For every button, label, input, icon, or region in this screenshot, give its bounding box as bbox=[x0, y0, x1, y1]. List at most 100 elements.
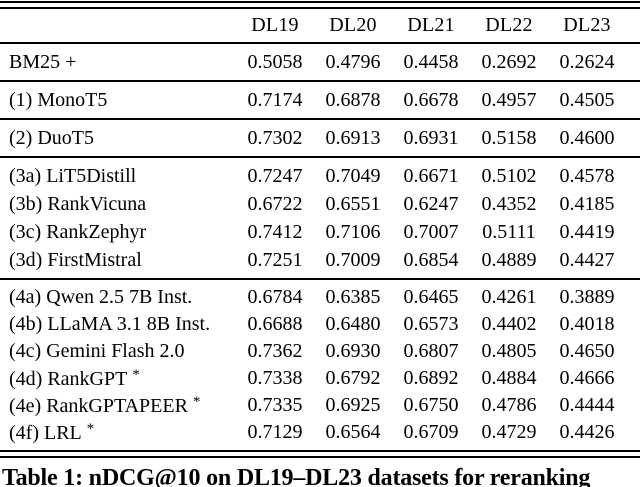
metric-value: 0.4650 bbox=[559, 340, 615, 362]
metric-value: 0.6930 bbox=[325, 340, 381, 362]
metric-value: 0.7174 bbox=[247, 88, 303, 111]
metric-value: 0.2624 bbox=[559, 50, 615, 73]
metric-value: 0.6688 bbox=[247, 313, 303, 335]
table-group: (2) DuoT5 0.7302 0.6913 0.6931 0.5158 0.4600 bbox=[0, 120, 640, 158]
metric-value: 0.6480 bbox=[325, 313, 381, 335]
column-header: DL21 bbox=[407, 14, 455, 36]
method-label: (3d) FirstMistral bbox=[9, 248, 142, 271]
metric-value: 0.4444 bbox=[559, 394, 615, 416]
table-row: (4c) Gemini Flash 2.0 0.7362 0.6930 0.6807 0… bbox=[0, 338, 640, 365]
table-row: (4d) RankGPT * 0.7338 0.6792 0.6892 0.4884 0.4… bbox=[0, 365, 640, 392]
metric-value: 0.4419 bbox=[559, 220, 615, 243]
method-label: (4b) LLaMA 3.1 8B Inst. bbox=[9, 313, 211, 335]
metric-value: 0.4402 bbox=[481, 313, 537, 335]
metric-value: 0.2692 bbox=[481, 50, 537, 73]
metric-value: 0.6709 bbox=[403, 421, 459, 443]
metric-value: 0.4426 bbox=[559, 421, 615, 443]
metric-value: 0.6792 bbox=[325, 367, 381, 389]
metric-value: 0.4786 bbox=[481, 394, 537, 416]
method-label-cell: (4b) LLaMA 3.1 8B Inst. bbox=[0, 313, 236, 336]
metric-value: 0.4666 bbox=[559, 367, 615, 389]
metric-value: 0.4957 bbox=[481, 88, 537, 111]
metric-value: 0.7362 bbox=[247, 340, 303, 362]
metric-value: 0.7412 bbox=[247, 220, 303, 243]
column-header: DL20 bbox=[329, 14, 377, 36]
metric-value: 0.6247 bbox=[403, 192, 459, 215]
metric-value: 0.6385 bbox=[325, 286, 381, 308]
metric-value: 0.4889 bbox=[481, 248, 537, 271]
table-caption: Table 1: nDCG@10 on DL19–DL23 datasets f… bbox=[2, 465, 591, 487]
metric-value: 0.7338 bbox=[247, 367, 303, 389]
table-group: (1) MonoT5 0.7174 0.6878 0.6678 0.4957 0.4505 bbox=[0, 82, 640, 120]
table-row: (3c) RankZephyr 0.7412 0.7106 0.7007 0.5111 0… bbox=[0, 218, 640, 246]
method-label-cell: (4f) LRL * bbox=[0, 421, 236, 445]
table-row: (3a) LiT5Distill 0.7247 0.7049 0.6671 0.5102… bbox=[0, 162, 640, 190]
table-row: (4e) RankGPTAPEER * 0.7335 0.6925 0.6750 0.47… bbox=[0, 392, 640, 419]
metric-value: 0.6913 bbox=[325, 126, 381, 149]
table-row: (4f) LRL * 0.7129 0.6564 0.6709 0.4729 0.4426 bbox=[0, 419, 640, 446]
table-row: (3d) FirstMistral 0.7251 0.7009 0.6854 0.488… bbox=[0, 246, 640, 274]
method-label-cell: (1) MonoT5 bbox=[0, 89, 236, 112]
method-label: (3c) RankZephyr bbox=[9, 220, 147, 243]
table-body: BM25 + 0.5058 0.4796 0.4458 0.2692 0.2624 (1) … bbox=[0, 44, 640, 450]
metric-value: 0.7009 bbox=[325, 248, 381, 271]
metric-value: 0.7251 bbox=[247, 248, 303, 271]
metric-value: 0.6671 bbox=[403, 164, 459, 187]
metric-value: 0.5102 bbox=[481, 164, 537, 187]
superscript-asterisk-marker: * bbox=[132, 366, 140, 383]
metric-value: 0.7007 bbox=[403, 220, 459, 243]
metric-value: 0.4578 bbox=[559, 164, 615, 187]
superscript-asterisk-marker: * bbox=[192, 393, 201, 410]
method-label-cell: (3a) LiT5Distill bbox=[0, 165, 236, 188]
metric-value: 0.4458 bbox=[403, 50, 459, 73]
method-label: (4c) Gemini Flash 2.0 bbox=[9, 340, 185, 362]
method-label: (3a) LiT5Distill bbox=[9, 164, 137, 187]
table-row: (3b) RankVicuna 0.6722 0.6551 0.6247 0.4352 0… bbox=[0, 190, 640, 218]
metric-value: 0.6551 bbox=[325, 192, 381, 215]
metric-value: 0.7302 bbox=[247, 126, 303, 149]
method-label: (3b) RankVicuna bbox=[9, 192, 147, 215]
metric-value: 0.7049 bbox=[325, 164, 381, 187]
metric-value: 0.4505 bbox=[559, 88, 615, 111]
method-label: BM25 + bbox=[9, 50, 77, 73]
metric-value: 0.6892 bbox=[403, 367, 459, 389]
metric-value: 0.4600 bbox=[559, 126, 615, 149]
method-label: (4e) RankGPTAPEER bbox=[9, 394, 188, 417]
method-label: (4d) RankGPT bbox=[9, 367, 128, 390]
method-label-cell: (4c) Gemini Flash 2.0 bbox=[0, 340, 236, 363]
metric-value: 0.4352 bbox=[481, 192, 537, 215]
metric-value: 0.5058 bbox=[247, 50, 303, 73]
metric-value: 0.6878 bbox=[325, 88, 381, 111]
table-row: (4b) LLaMA 3.1 8B Inst. 0.6688 0.6480 0.657… bbox=[0, 311, 640, 338]
table-row: (4a) Qwen 2.5 7B Inst. 0.6784 0.6385 0.6465… bbox=[0, 284, 640, 311]
table-group: (4a) Qwen 2.5 7B Inst. 0.6784 0.6385 0.6465… bbox=[0, 280, 640, 450]
metric-value: 0.6925 bbox=[325, 394, 381, 416]
metric-value: 0.6573 bbox=[403, 313, 459, 335]
metric-value: 0.5158 bbox=[481, 126, 537, 149]
method-label-cell: (3b) RankVicuna bbox=[0, 193, 236, 216]
metric-value: 0.7129 bbox=[247, 421, 303, 443]
method-label-cell: (3d) FirstMistral bbox=[0, 249, 236, 272]
method-label-cell: (4e) RankGPTAPEER * bbox=[0, 394, 236, 418]
method-label-cell: (4a) Qwen 2.5 7B Inst. bbox=[0, 286, 236, 309]
metric-value: 0.7106 bbox=[325, 220, 381, 243]
table-header-row: DL19 DL20 DL21 DL22 DL23 bbox=[0, 9, 640, 44]
metric-value: 0.6854 bbox=[403, 248, 459, 271]
metric-value: 0.6678 bbox=[403, 88, 459, 111]
metric-value: 0.5111 bbox=[482, 220, 536, 243]
metric-value: 0.6750 bbox=[403, 394, 459, 416]
column-header: DL23 bbox=[563, 14, 611, 36]
column-header: DL22 bbox=[485, 14, 533, 36]
metric-value: 0.6931 bbox=[403, 126, 459, 149]
method-label: (4a) Qwen 2.5 7B Inst. bbox=[9, 286, 193, 308]
superscript-asterisk-marker: * bbox=[86, 420, 95, 437]
metric-value: 0.3889 bbox=[559, 286, 615, 308]
column-header: DL19 bbox=[251, 14, 299, 36]
method-label: (1) MonoT5 bbox=[9, 88, 108, 111]
metric-value: 0.4427 bbox=[559, 248, 615, 271]
metric-value: 0.6722 bbox=[247, 192, 303, 215]
metric-value: 0.4185 bbox=[559, 192, 615, 215]
table-top-double-rule bbox=[0, 1, 640, 9]
metric-value: 0.4884 bbox=[481, 367, 537, 389]
